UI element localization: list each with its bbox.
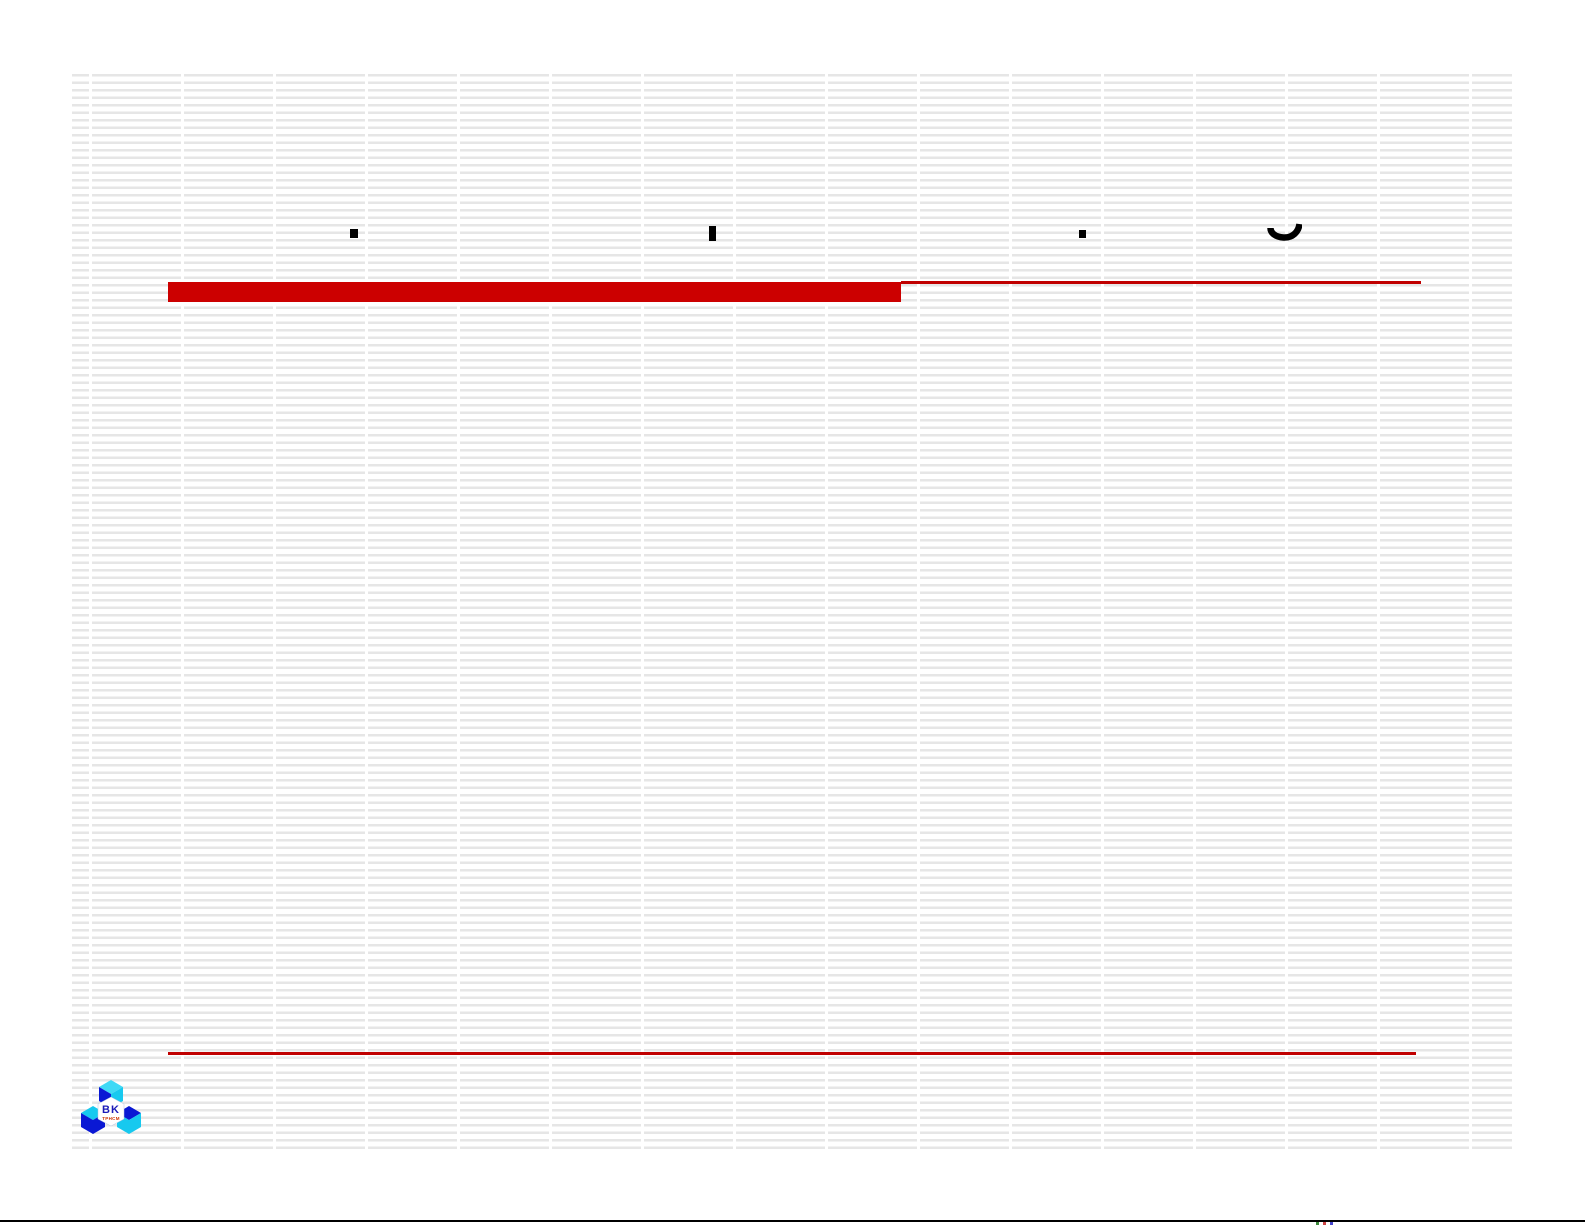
- logo-center-badge: [97, 1096, 125, 1127]
- logo-tphcm-text: TPHCM: [102, 1116, 120, 1121]
- bk-university-logo: BK TPHCM: [81, 1080, 141, 1134]
- logo-bk-text: BK: [102, 1104, 120, 1116]
- header-rule-line: [901, 281, 1421, 284]
- clipped-footer-artifact: [1316, 1222, 1336, 1225]
- footer-rule-line: [168, 1052, 1416, 1055]
- title-underline-bar: [168, 282, 901, 302]
- page-bottom-border: [0, 1220, 1585, 1222]
- slide-background-texture: [72, 74, 1512, 1152]
